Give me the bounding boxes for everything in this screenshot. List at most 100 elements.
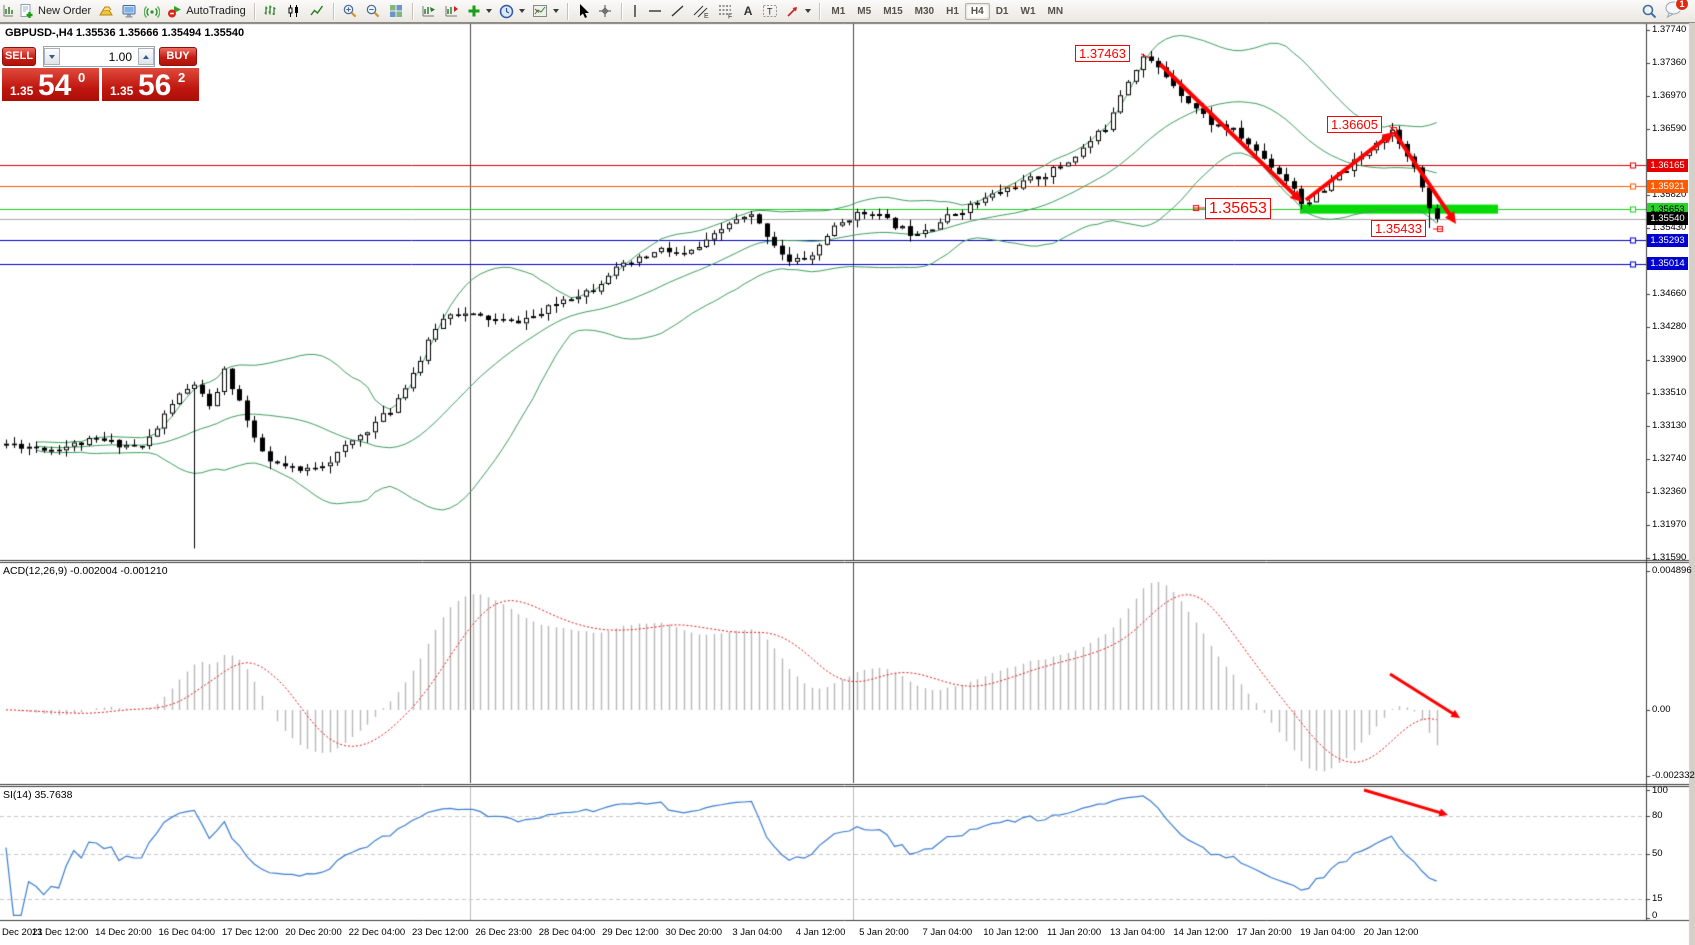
macd-scale-tick: 0.004896 xyxy=(1652,564,1692,576)
new-order-button[interactable]: New Order xyxy=(16,2,94,20)
price-scale-tick: 1.37740 xyxy=(1652,24,1687,35)
timeline-label: 5 Jan 20:00 xyxy=(859,927,909,938)
svg-text:F: F xyxy=(728,14,732,20)
cursor-button[interactable] xyxy=(573,2,593,20)
chart-template-icon xyxy=(532,3,548,19)
sell-price-big: 54 xyxy=(38,69,72,101)
text-label-button[interactable]: T xyxy=(759,2,781,20)
add-indicator-dropdown[interactable] xyxy=(464,3,495,19)
zoom-in-button[interactable] xyxy=(339,2,361,20)
autotrading-button[interactable]: AutoTrading xyxy=(164,2,249,20)
equidistant-channel-button[interactable]: E xyxy=(690,2,713,20)
auto-scroll-button[interactable] xyxy=(418,2,440,20)
trendline-button[interactable] xyxy=(667,2,689,20)
tf-button-M30[interactable]: M30 xyxy=(914,5,935,17)
autotrading-label: AutoTrading xyxy=(186,5,246,17)
timeline-label: Dec 2021 xyxy=(2,927,43,938)
zoom-out-button[interactable] xyxy=(362,2,384,20)
period-dropdown[interactable] xyxy=(496,3,528,20)
tf-button-M5[interactable]: M5 xyxy=(857,5,872,17)
fibonacci-icon: F xyxy=(717,3,734,19)
timeline-label: 29 Dec 12:00 xyxy=(602,927,659,938)
chevron-down-icon xyxy=(518,9,525,13)
macd-scale-tick: 0.00 xyxy=(1652,703,1671,715)
timeline-label: 10 Jan 12:00 xyxy=(983,927,1039,938)
price-scale-badge: 1.36165 xyxy=(1647,158,1688,172)
charts-icon[interactable] xyxy=(3,3,15,19)
annotation-support-price[interactable]: 1.35653 xyxy=(1205,198,1271,219)
timeline-label: 19 Jan 04:00 xyxy=(1300,927,1356,938)
rsi-scale-tick: 80 xyxy=(1652,809,1663,821)
vertical-line-button[interactable] xyxy=(627,2,643,20)
timeline-label: 11 Jan 20:00 xyxy=(1046,927,1102,938)
zoom-in-icon xyxy=(342,3,358,19)
horizontal-line-button[interactable] xyxy=(644,4,666,18)
timeline-label: 20 Jan 12:00 xyxy=(1363,927,1419,938)
timeline-label: 28 Dec 04:00 xyxy=(538,927,596,938)
price-scale-tick: 1.32360 xyxy=(1652,485,1687,497)
template-dropdown[interactable] xyxy=(529,2,562,20)
tf-button-M15[interactable]: M15 xyxy=(883,5,903,17)
chart-shift-button[interactable] xyxy=(441,2,463,20)
timeline-label: 20 Dec 20:00 xyxy=(285,927,342,938)
timeline-label: 23 Dec 12:00 xyxy=(412,927,469,938)
chart-title: GBPUSD-,H4 1.35536 1.35666 1.35494 1.355… xyxy=(5,27,245,39)
signals-button[interactable] xyxy=(141,2,163,20)
one-click-trading-panel: SELL BUY 1.35 54 0 1.35 56 2 xyxy=(2,46,199,101)
timeline-label: 17 Jan 20:00 xyxy=(1236,927,1292,938)
buy-price-big: 56 xyxy=(138,69,172,101)
toolbar-separator xyxy=(819,2,821,20)
crosshair-button[interactable] xyxy=(594,2,616,20)
price-scale-badge: 1.35293 xyxy=(1647,233,1688,247)
timeline-label: 22 Dec 04:00 xyxy=(348,927,406,938)
line-chart-button[interactable] xyxy=(306,2,328,20)
trendline-icon xyxy=(670,3,686,19)
metaeditor-button[interactable] xyxy=(118,2,140,20)
text-label-icon: T xyxy=(762,3,778,19)
tf-button-MN[interactable]: MN xyxy=(1047,5,1064,17)
arrow-tool-icon xyxy=(785,4,800,19)
timeline-label: 17 Dec 12:00 xyxy=(221,927,279,938)
price-scale-tick: 1.36970 xyxy=(1652,90,1687,102)
sell-button[interactable]: SELL xyxy=(2,47,36,66)
notifications-button[interactable]: 1 xyxy=(1664,0,1689,23)
toolbar-separator xyxy=(566,2,568,20)
tf-button-H1[interactable]: H1 xyxy=(946,5,959,17)
fibonacci-button[interactable]: F xyxy=(714,2,737,20)
candlestick-button[interactable] xyxy=(283,2,305,20)
sell-price-sup: 0 xyxy=(78,70,86,85)
timeline-label: 14 Dec 20:00 xyxy=(95,927,152,938)
gold-ingot-icon xyxy=(98,3,114,19)
price-scale-tick: 1.31590 xyxy=(1652,551,1687,563)
toolbar-separator xyxy=(620,2,622,20)
metaquotes-button[interactable] xyxy=(95,2,117,20)
timeline-label: 16 Dec 04:00 xyxy=(158,927,216,938)
sell-price-tile[interactable]: 1.35 54 0 xyxy=(2,68,99,101)
volume-decrease-button[interactable] xyxy=(44,48,60,65)
price-scale-badge: 1.35540 xyxy=(1647,212,1688,226)
volume-input[interactable] xyxy=(60,48,138,65)
price-scale-tick: 1.33130 xyxy=(1652,419,1687,431)
arrows-dropdown[interactable] xyxy=(782,3,814,20)
search-icon[interactable] xyxy=(1641,3,1658,20)
notification-badge: 1 xyxy=(1675,0,1689,11)
timeframe-buttons: M1 M5 M15 M30 H1 H4 D1 W1 MN xyxy=(825,2,1069,20)
buy-button[interactable]: BUY xyxy=(159,47,197,66)
tf-button-W1[interactable]: W1 xyxy=(1020,5,1036,17)
volume-increase-button[interactable] xyxy=(138,48,154,65)
tf-button-H4[interactable]: H4 xyxy=(964,2,990,20)
annotation-low-price[interactable]: 1.35433 xyxy=(1371,220,1426,237)
timeline-label: 26 Dec 23:00 xyxy=(475,927,532,938)
bar-chart-button[interactable] xyxy=(260,2,282,20)
annotation-lower-high-price[interactable]: 1.36605 xyxy=(1327,116,1382,133)
text-button[interactable]: A xyxy=(738,3,759,19)
tf-button-D1[interactable]: D1 xyxy=(995,5,1009,17)
tile-windows-button[interactable] xyxy=(385,2,407,20)
annotation-peak-price[interactable]: 1.37463 xyxy=(1075,45,1130,62)
new-order-icon xyxy=(19,3,35,19)
buy-price-tile[interactable]: 1.35 56 2 xyxy=(102,68,199,101)
toolbar-separator xyxy=(253,2,255,20)
tf-button-M1[interactable]: M1 xyxy=(831,5,846,17)
